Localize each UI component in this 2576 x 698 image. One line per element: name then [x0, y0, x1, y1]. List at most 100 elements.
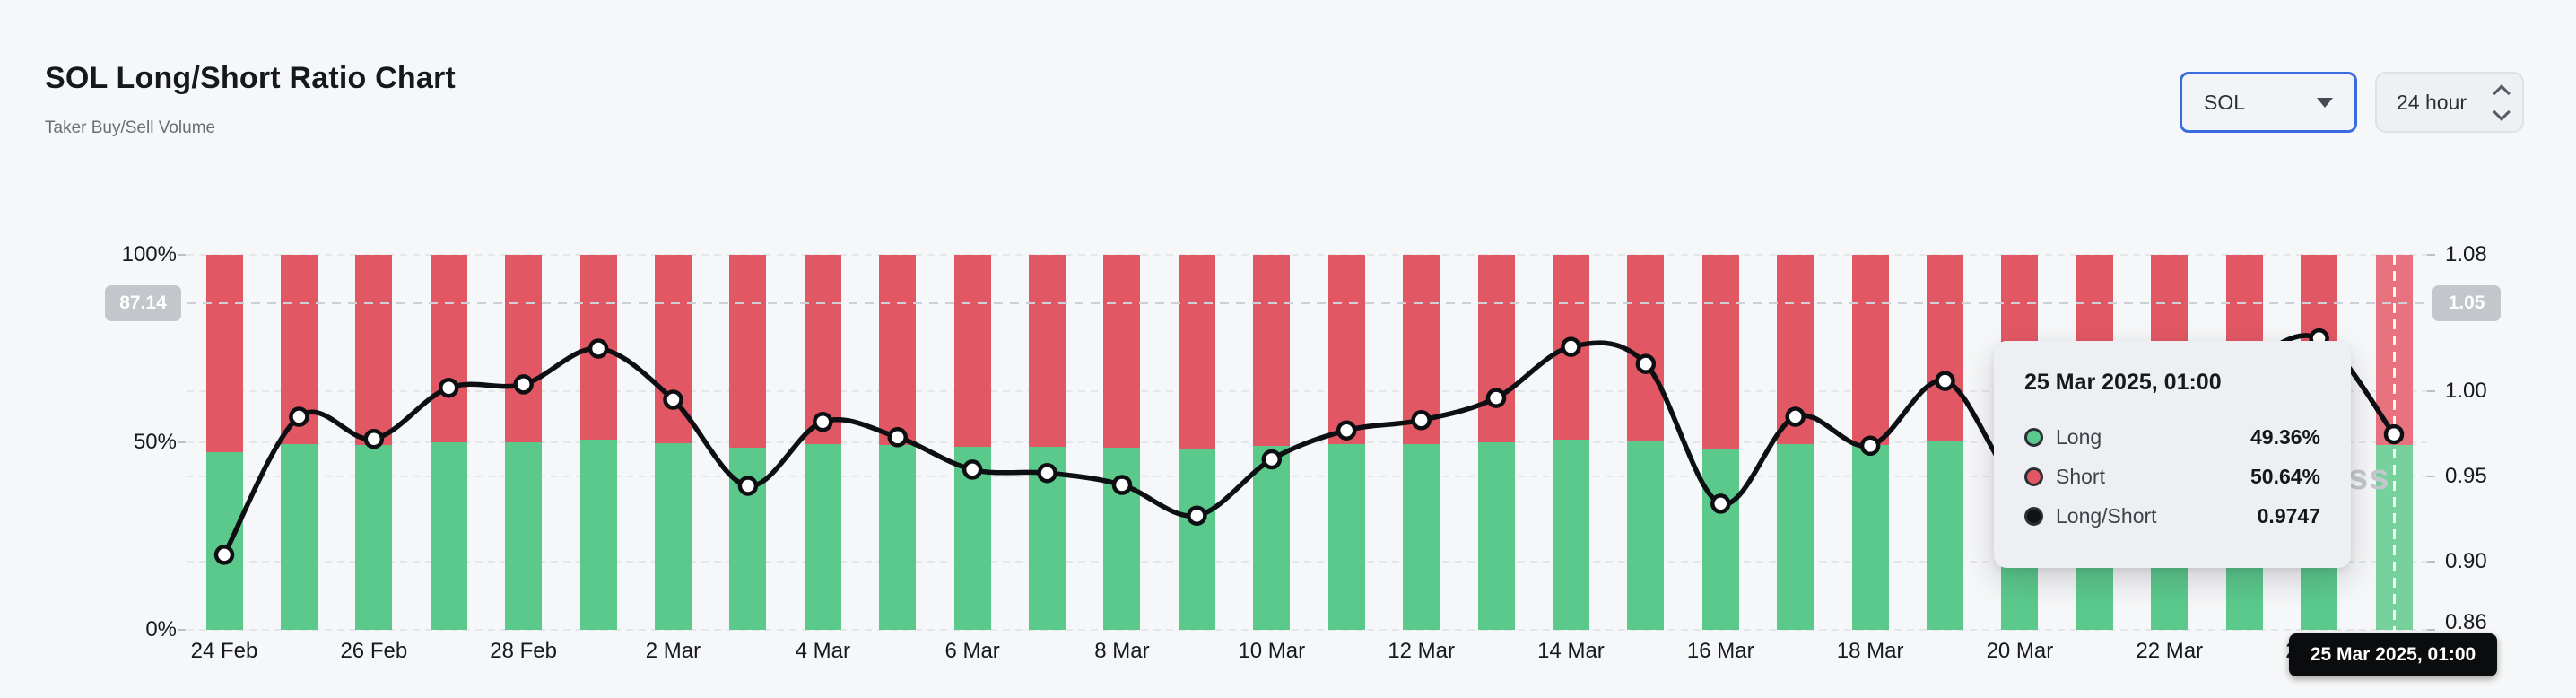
line-point: [1111, 475, 1133, 495]
interval-select[interactable]: 24 hour: [2375, 72, 2524, 133]
tooltip-row-ratio: Long/Short 0.9747: [2024, 496, 2320, 536]
bar-short-segment[interactable]: [1253, 255, 1291, 447]
bar-long-segment[interactable]: [355, 444, 393, 630]
bar-short-segment[interactable]: [1701, 255, 1739, 449]
bar-long-segment[interactable]: [579, 440, 617, 630]
right-axis-tick: [2427, 254, 2435, 256]
line-point: [513, 374, 534, 395]
tooltip-long-label: Long: [2056, 424, 2102, 449]
bar-short-segment[interactable]: [1851, 255, 1889, 446]
bar-long-segment[interactable]: [1777, 443, 1815, 630]
grid-line: [187, 390, 2427, 392]
line-point: [1037, 462, 1057, 484]
line-point: [1411, 410, 1432, 431]
line-point: [438, 377, 459, 398]
bar-short-segment[interactable]: [205, 255, 243, 452]
bar-long-segment[interactable]: [1477, 442, 1515, 630]
left-axis-label: 50%: [133, 430, 177, 454]
long-short-marker-icon: [2024, 506, 2043, 526]
bar-long-segment[interactable]: [1627, 441, 1665, 630]
tooltip-ratio-label: Long/Short: [2056, 503, 2157, 528]
bar-long-segment[interactable]: [280, 443, 318, 630]
bar-short-segment[interactable]: [879, 255, 917, 445]
bar-short-segment[interactable]: [1178, 255, 1215, 449]
right-axis-label: 0.90: [2445, 549, 2487, 573]
grid-line: [187, 254, 2427, 256]
x-axis-label: 2 Mar: [645, 639, 701, 663]
bar-short-segment[interactable]: [1927, 255, 1964, 442]
bar-long-segment[interactable]: [430, 441, 467, 630]
tooltip-short-value: 50.64%: [2250, 464, 2320, 488]
page-subtitle: Taker Buy/Sell Volume: [45, 118, 216, 137]
page-title: SOL Long/Short Ratio Chart: [45, 61, 456, 95]
bar-short-segment[interactable]: [1627, 255, 1665, 441]
symbol-select-value: SOL: [2204, 90, 2246, 114]
bar-short-segment[interactable]: [1029, 255, 1066, 448]
tooltip-row-long: Long 49.36%: [2024, 417, 2320, 457]
bar-long-segment[interactable]: [1851, 445, 1889, 630]
bar-short-segment[interactable]: [729, 255, 767, 448]
tooltip-date: 25 Mar 2025, 01:00: [2024, 370, 2222, 395]
bar-short-segment[interactable]: [953, 255, 991, 447]
tooltip-long-value: 49.36%: [2250, 424, 2320, 449]
line-point: [1187, 505, 1207, 526]
bar-long-segment[interactable]: [205, 451, 243, 630]
line-point: [363, 428, 385, 449]
x-axis-label: 22 Mar: [2136, 639, 2204, 663]
line-point: [1485, 388, 1507, 408]
bar-long-segment[interactable]: [879, 444, 917, 630]
grid-line: [187, 561, 2427, 563]
bar-long-segment[interactable]: [505, 441, 543, 630]
bar-short-segment[interactable]: [430, 255, 467, 442]
x-axis-label: 20 Mar: [1986, 639, 2054, 663]
crosshair-left-value-badge: 87.14: [105, 285, 181, 321]
x-axis-label: 18 Mar: [1836, 639, 1904, 663]
bar-long-segment[interactable]: [1327, 444, 1365, 630]
chart-tooltip: 25 Mar 2025, 01:00 Long 49.36% Short 50.…: [1994, 341, 2351, 568]
left-axis-tick: [178, 254, 186, 256]
bar-long-segment[interactable]: [654, 442, 692, 630]
bar-short-segment[interactable]: [1327, 255, 1365, 445]
right-axis-tick: [2427, 476, 2435, 477]
bar-long-segment[interactable]: [1701, 449, 1739, 630]
x-axis-label: 8 Mar: [1094, 639, 1150, 663]
line-point: [737, 476, 759, 496]
bar-long-segment[interactable]: [1927, 441, 1964, 630]
right-axis-label: 0.95: [2445, 464, 2487, 488]
bar-short-segment[interactable]: [505, 255, 543, 442]
bar-long-segment[interactable]: [1253, 446, 1291, 630]
bar-long-segment[interactable]: [1178, 449, 1215, 630]
right-axis-tick: [2427, 629, 2435, 631]
left-axis-tick: [178, 629, 186, 631]
line-point: [1710, 493, 1731, 514]
x-axis-label: 26 Feb: [340, 639, 408, 663]
bar-long-segment[interactable]: [1552, 440, 1589, 630]
crosshair-horizontal-line: [187, 301, 2427, 305]
grid-line: [187, 629, 2427, 631]
x-axis-label: 24 Feb: [190, 639, 258, 663]
bar-short-segment[interactable]: [1103, 255, 1141, 448]
x-axis-label: 12 Mar: [1388, 639, 1455, 663]
line-point: [1859, 435, 1881, 457]
interval-select-value: 24 hour: [2397, 90, 2467, 114]
bar-short-segment[interactable]: [1477, 255, 1515, 443]
x-axis-label: 4 Mar: [795, 639, 850, 663]
bar-long-segment[interactable]: [1403, 443, 1440, 630]
right-axis-tick: [2427, 561, 2435, 563]
bar-long-segment[interactable]: [804, 443, 841, 630]
x-axis-label: 28 Feb: [490, 639, 557, 663]
line-point: [289, 406, 309, 427]
line-point: [587, 338, 609, 359]
left-axis-label: 0%: [145, 617, 177, 641]
left-axis-label: 100%: [121, 242, 177, 266]
line-point: [1785, 406, 1806, 427]
line-point: [813, 411, 833, 432]
x-axis-label: 6 Mar: [944, 639, 1000, 663]
line-point: [213, 545, 235, 565]
line-point: [1261, 449, 1283, 470]
right-axis-label: 0.86: [2445, 610, 2487, 634]
bar-short-segment[interactable]: [355, 255, 393, 445]
symbol-select[interactable]: SOL: [2180, 72, 2357, 133]
left-axis-tick: [178, 441, 186, 443]
